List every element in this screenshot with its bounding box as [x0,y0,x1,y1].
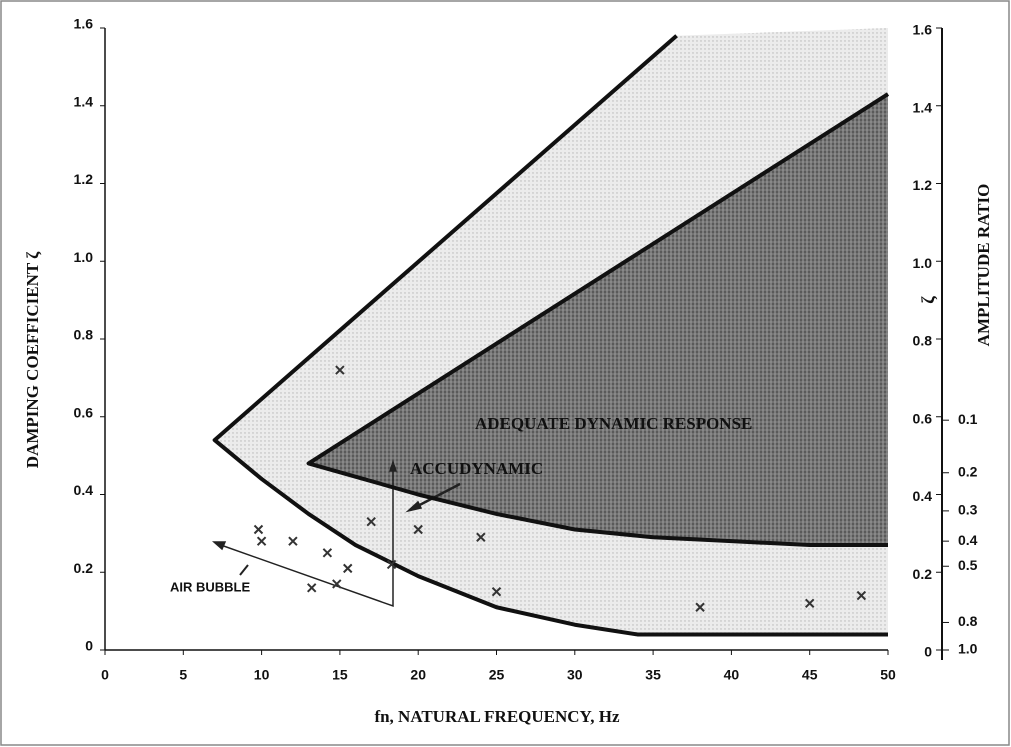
annotation: AIR BUBBLE [170,579,250,594]
data-point [288,536,298,546]
ratio-tick-label: 0.5 [958,557,978,573]
ratio-tick-label: 1.0 [958,641,978,657]
y-tick-label: 0.2 [74,560,94,576]
y-tick-label: 1.6 [74,16,94,32]
x-tick-label: 45 [802,667,818,683]
y2-tick-label: 1.0 [913,255,933,271]
x-tick-label: 10 [254,667,270,683]
y2-tick-label: 1.6 [913,22,933,38]
y2-tick-label: 0.8 [913,333,933,349]
data-point [322,548,333,558]
data-point [476,532,486,542]
y2-tick-label: 1.4 [913,99,933,115]
data-point [491,586,502,597]
boundary-line [306,92,890,548]
annotation: ACCUDYNAMIC [410,459,543,478]
ratio-tick-label: 0.8 [958,613,978,629]
y-tick-label: 0.8 [74,327,94,343]
y-axis-label: DAMPING COEFFICIENT ζ [23,251,42,468]
boundary-line [212,34,888,637]
annotation: ADEQUATE DYNAMIC RESPONSE [475,414,752,433]
x-tick-label: 20 [410,667,426,683]
x-tick-label: 15 [332,667,348,683]
data-point [856,590,867,601]
data-point [332,579,342,589]
data-point [335,365,345,375]
data-point [343,563,353,574]
y2-tick-label: 0.6 [913,410,933,426]
x-tick-label: 25 [489,667,505,683]
ratio-tick-label: 0.4 [958,532,978,548]
x-axis-label: fn, NATURAL FREQUENCY, Hz [374,707,620,726]
data-point [386,559,397,570]
data-point [253,524,264,535]
x-tick-label: 30 [567,667,583,683]
y2-tick-label: 0.2 [913,566,933,582]
data-point [307,583,317,593]
y-tick-label: 0 [85,638,93,654]
data-point [413,524,423,535]
y2-symbol: ζ [918,296,938,304]
x-tick-label: 40 [724,667,740,683]
adequate-region [308,94,889,546]
y2-tick-label: 0.4 [913,488,933,504]
data-point [695,602,705,612]
data-point [366,517,376,527]
y-tick-label: 0.4 [74,482,94,498]
y-tick-label: 1.2 [74,171,94,187]
x-tick-label: 5 [179,667,187,683]
data-point [804,598,815,609]
ratio-tick-label: 0.2 [958,463,978,479]
x-tick-label: 0 [101,667,109,683]
x-tick-label: 50 [880,667,896,683]
ratio-tick-label: 0.3 [958,502,978,518]
x-tick-label: 35 [645,667,661,683]
ratio-tick-label: 0.1 [958,411,978,427]
y2-axis-label: AMPLITUDE RATIO [974,184,993,347]
y-tick-label: 1.4 [74,93,94,109]
data-point [256,536,267,546]
y-tick-label: 0.6 [74,404,94,420]
y-tick-label: 1.0 [74,249,94,265]
y2-tick-label: 0 [924,644,932,660]
y2-tick-label: 1.2 [913,177,933,193]
